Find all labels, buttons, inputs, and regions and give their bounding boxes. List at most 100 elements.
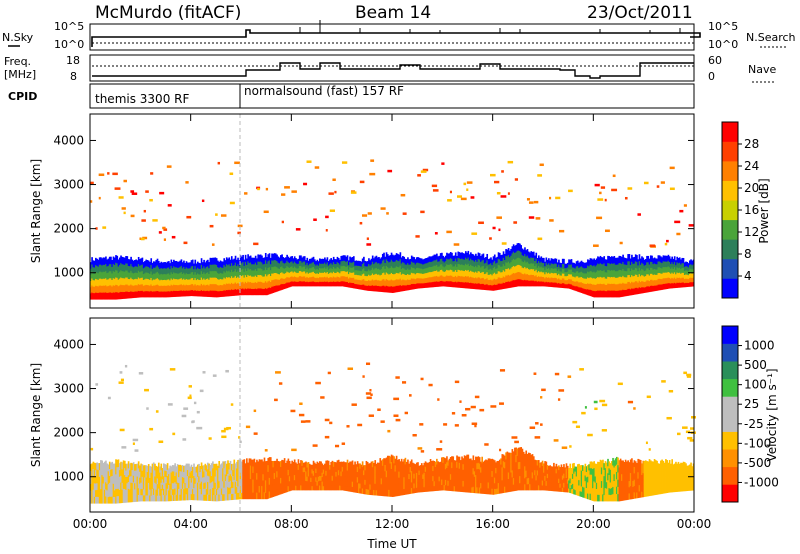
echo-cell xyxy=(384,280,387,287)
echo-cell xyxy=(191,466,194,473)
echo-cell xyxy=(442,265,444,272)
echo-cell xyxy=(463,276,466,283)
echo-cell xyxy=(108,475,111,483)
echo-cell xyxy=(256,472,258,480)
echo-cell xyxy=(111,482,114,490)
echo-cell xyxy=(238,492,241,500)
echo-cell xyxy=(491,259,494,266)
echo-cell xyxy=(511,246,514,254)
echo-cell xyxy=(482,271,485,278)
echo-cell xyxy=(188,290,190,297)
echo-cell xyxy=(261,466,263,473)
echo-cell xyxy=(93,489,96,497)
echo-cell xyxy=(324,481,326,486)
echo-cell xyxy=(623,276,626,284)
echo-cell xyxy=(174,463,176,470)
echo-cell xyxy=(258,288,261,296)
echo-cell xyxy=(559,283,562,288)
echo-cell xyxy=(486,277,489,285)
echo-cell xyxy=(408,483,411,490)
echo-cell xyxy=(603,256,606,264)
echo-cell xyxy=(452,281,455,288)
echo-cell xyxy=(444,468,447,475)
echo-cell xyxy=(247,474,249,482)
echo-cell xyxy=(234,282,237,290)
echo-cell xyxy=(330,471,332,477)
echo-cell xyxy=(220,488,223,495)
power-colorbar-swatch xyxy=(722,239,738,260)
echo-cell xyxy=(154,273,156,280)
echo-cell xyxy=(339,272,341,278)
echo-cell xyxy=(215,264,218,272)
echo-cell xyxy=(654,263,657,270)
echo-cell xyxy=(433,265,436,272)
echo-cell xyxy=(175,278,178,286)
echo-cell xyxy=(602,257,604,265)
echo-cell xyxy=(321,281,324,287)
echo-cell xyxy=(144,267,146,274)
echo-cell xyxy=(306,257,309,263)
echo-cell xyxy=(589,276,592,284)
echo-cell xyxy=(303,271,306,277)
echo-cell xyxy=(422,487,424,493)
echo-cell xyxy=(647,279,650,287)
echo-cell xyxy=(274,253,277,261)
scatter-echo xyxy=(431,184,438,188)
echo-cell xyxy=(191,483,194,490)
echo-cell xyxy=(254,255,257,263)
echo-cell xyxy=(127,488,130,496)
echo-cell xyxy=(183,488,185,495)
echo-cell xyxy=(680,264,682,270)
echo-cell xyxy=(574,281,577,287)
echo-cell xyxy=(258,472,261,480)
echo-cell xyxy=(95,469,97,477)
echo-cell xyxy=(204,463,207,471)
echo-cell xyxy=(505,249,507,256)
echo-cell xyxy=(361,284,364,290)
echo-cell xyxy=(303,256,306,262)
echo-cell xyxy=(657,284,660,291)
echo-cell xyxy=(225,289,228,297)
echo-cell xyxy=(539,257,541,263)
echo-cell xyxy=(209,476,212,484)
echo-cell xyxy=(132,475,135,483)
echo-cell xyxy=(295,276,297,282)
echo-cell xyxy=(393,286,395,293)
echo-cell xyxy=(539,281,541,287)
echo-cell xyxy=(116,466,119,475)
echo-cell xyxy=(242,288,244,296)
echo-cell xyxy=(668,256,671,262)
echo-cell xyxy=(288,480,291,487)
echo-cell xyxy=(683,262,686,267)
echo-cell xyxy=(157,272,160,280)
echo-cell xyxy=(638,286,641,294)
echo-cell xyxy=(241,282,243,289)
echo-cell xyxy=(453,271,456,277)
echo-cell xyxy=(453,276,456,283)
echo-cell xyxy=(398,279,400,286)
echo-cell xyxy=(629,288,632,296)
echo-cell xyxy=(424,258,427,264)
echo-cell xyxy=(354,481,356,488)
echo-cell xyxy=(215,271,218,278)
echo-cell xyxy=(397,471,399,479)
echo-cell xyxy=(287,271,290,278)
echo-cell xyxy=(139,271,141,279)
echo-cell xyxy=(529,280,531,287)
echo-cell xyxy=(307,277,310,283)
echo-cell xyxy=(324,485,326,491)
echo-cell xyxy=(131,463,134,471)
echo-cell xyxy=(90,477,92,485)
echo-cell xyxy=(568,268,570,275)
echo-cell xyxy=(472,467,475,475)
echo-cell xyxy=(520,251,523,260)
echo-cell xyxy=(130,469,132,477)
scatter-echo xyxy=(533,200,539,204)
echo-cell xyxy=(337,281,340,287)
echo-cell xyxy=(136,278,139,286)
echo-cell xyxy=(186,493,189,501)
echo-cell xyxy=(176,273,179,280)
echo-cell xyxy=(225,276,228,284)
echo-cell xyxy=(147,488,150,496)
echo-cell xyxy=(232,481,234,489)
